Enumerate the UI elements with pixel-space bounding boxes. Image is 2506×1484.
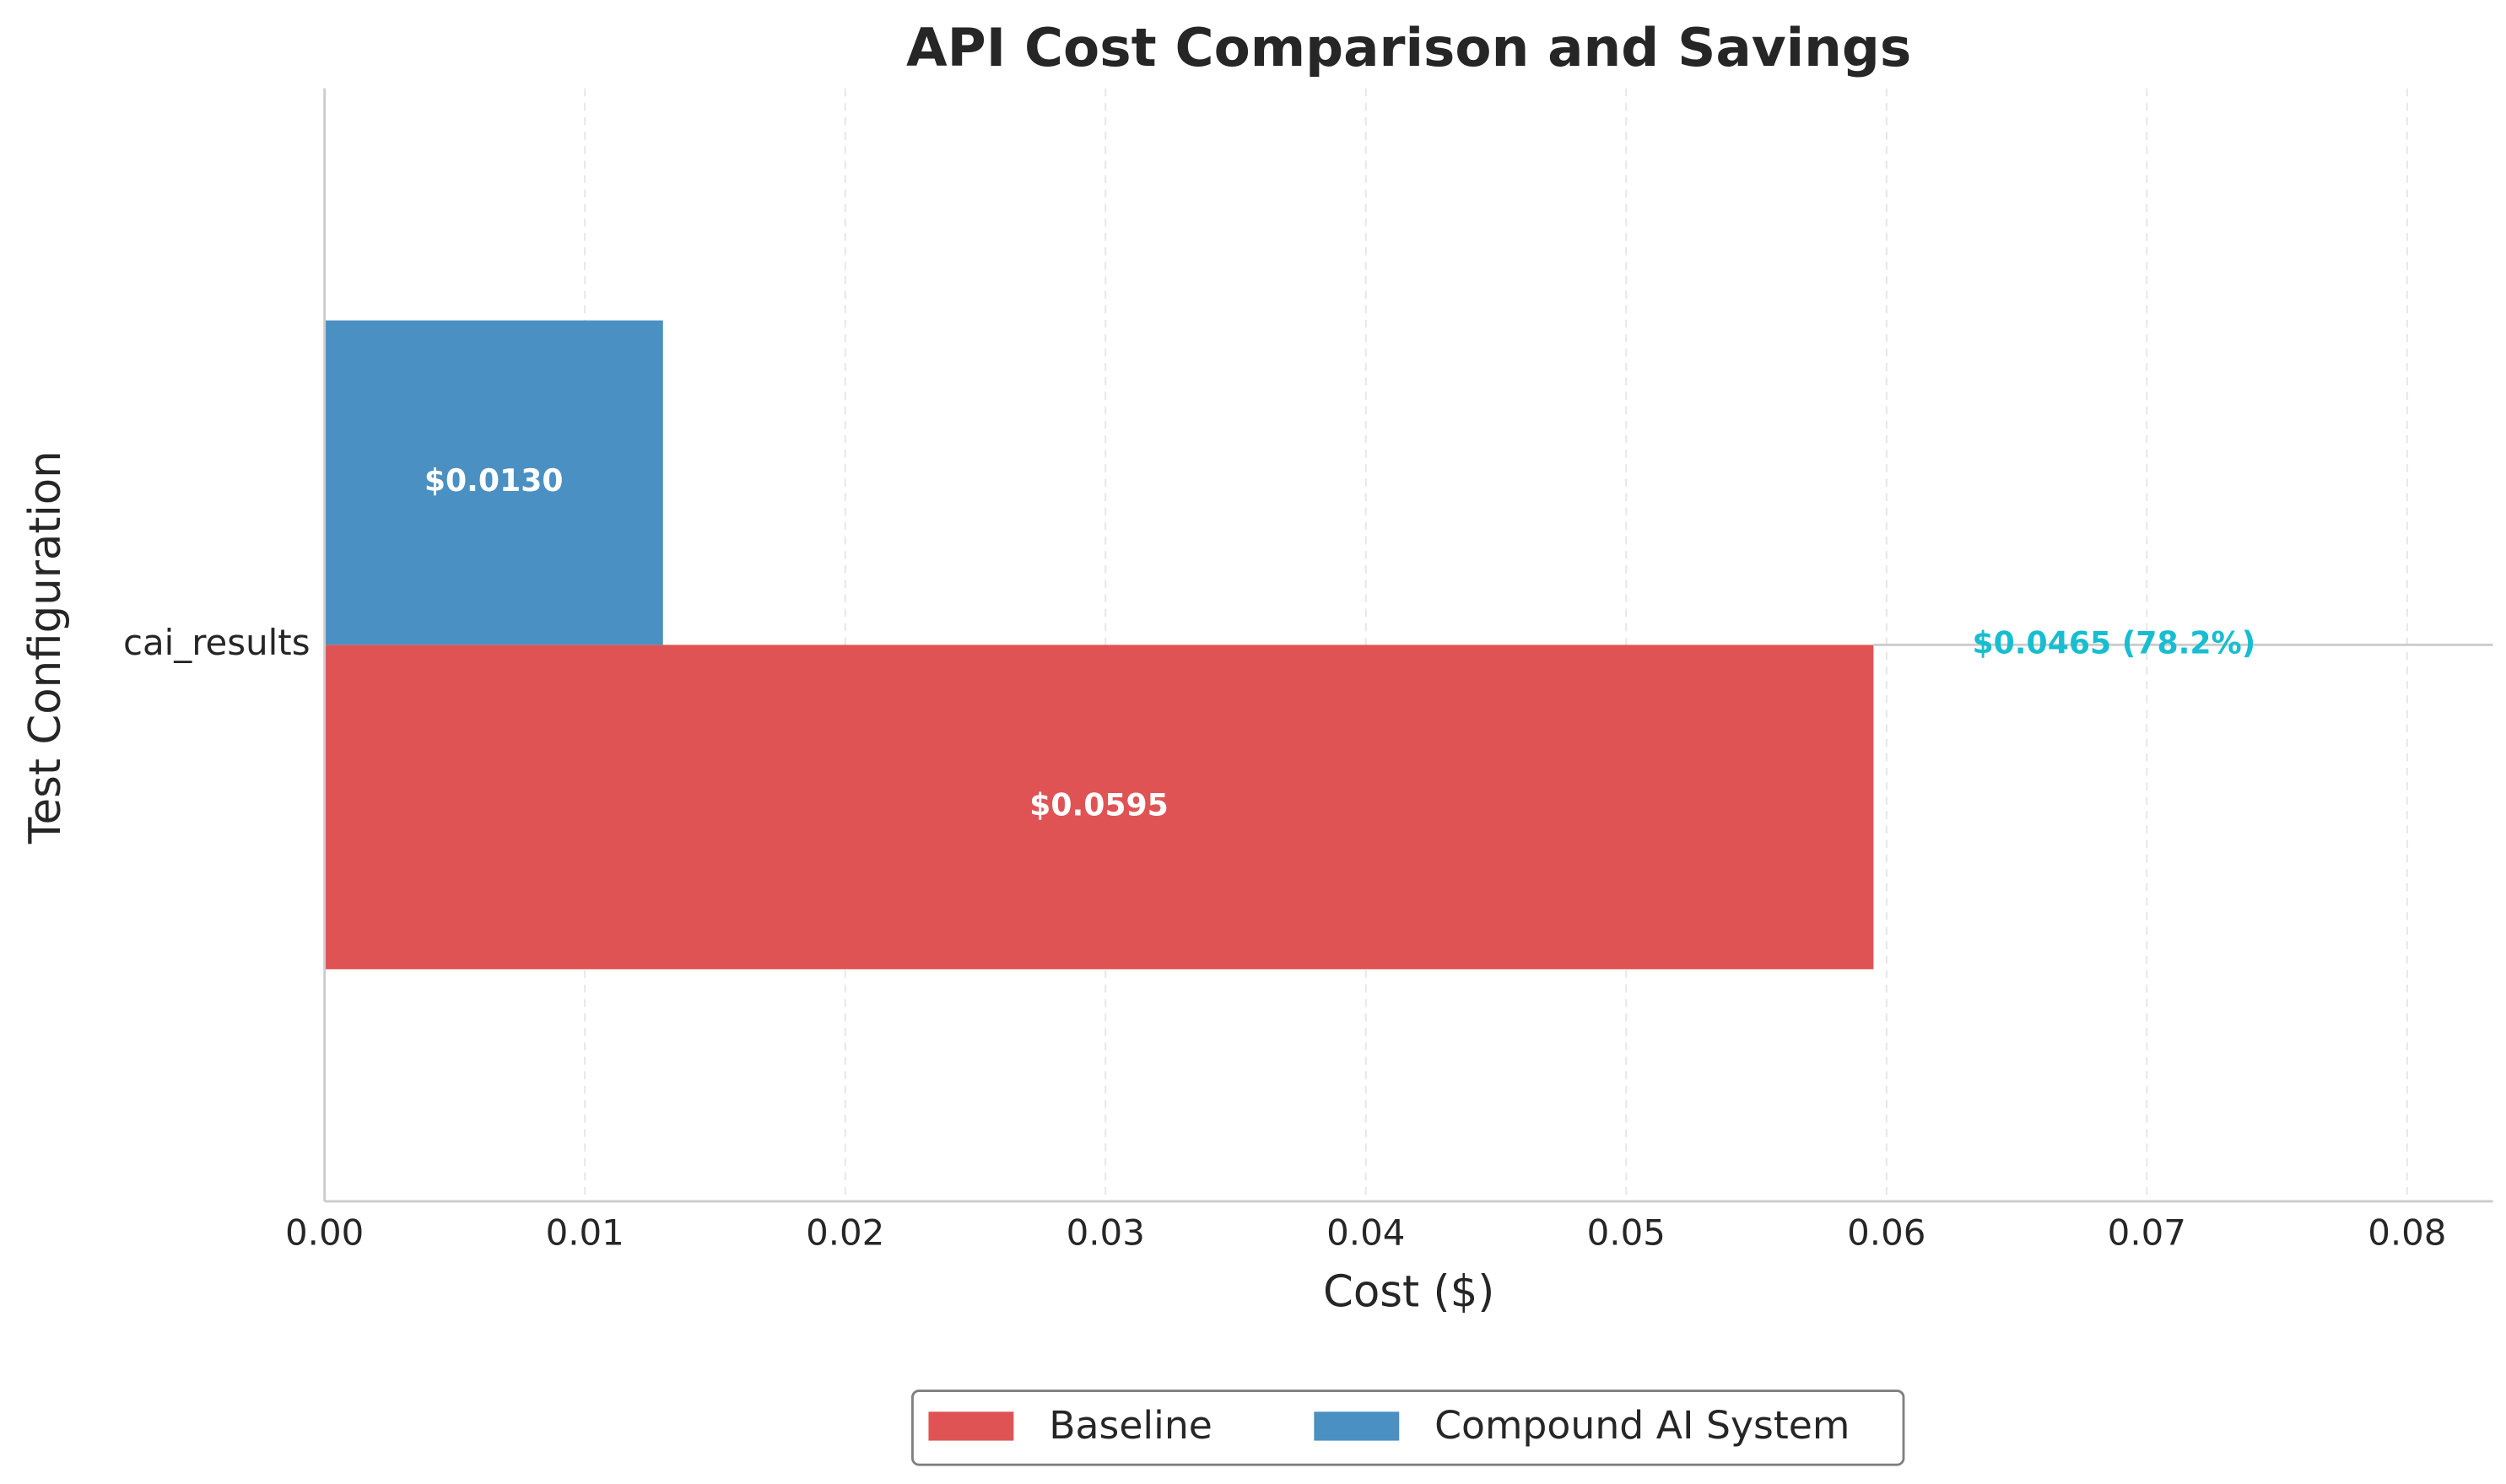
x-axis-label: Cost ($)	[1323, 1266, 1494, 1317]
legend-label: Baseline	[1049, 1403, 1212, 1448]
legend-swatch	[928, 1411, 1014, 1441]
x-tick-label: 0.03	[1067, 1211, 1145, 1253]
x-tick-label: 0.01	[546, 1211, 624, 1253]
bar-value-label: $0.0130	[424, 462, 564, 499]
chart-title: API Cost Comparison and Savings	[906, 17, 1911, 78]
savings-annotation: $0.0465 (78.2%)	[1972, 624, 2255, 661]
legend-label: Compound AI System	[1434, 1403, 1850, 1448]
bar	[324, 320, 663, 645]
legend-swatch	[1314, 1411, 1400, 1441]
x-tick-label: 0.07	[2108, 1211, 2186, 1253]
x-tick-label: 0.04	[1326, 1211, 1405, 1253]
x-tick-label: 0.06	[1847, 1211, 1925, 1253]
x-tick-label: 0.00	[285, 1211, 364, 1253]
legend: Baseline Compound AI System	[910, 1390, 1905, 1466]
x-tick-label: 0.08	[2368, 1211, 2446, 1253]
bar	[324, 645, 1874, 969]
x-tick-label: 0.05	[1587, 1211, 1666, 1253]
y-axis-label: Test Configuration	[20, 451, 71, 845]
x-tick-label: 0.02	[806, 1211, 884, 1253]
y-tick-label: cai_results	[123, 622, 311, 663]
legend-box	[910, 1390, 1905, 1466]
bar-value-label: $0.0595	[1029, 787, 1169, 823]
